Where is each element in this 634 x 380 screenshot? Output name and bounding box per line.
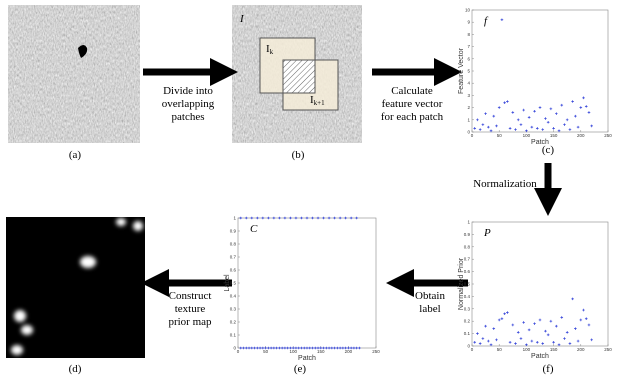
y-tick-label: 0.2 xyxy=(464,319,471,324)
x-tick-label: 150 xyxy=(317,349,325,354)
caption: (a) xyxy=(69,149,82,161)
y-tick-label: 0.4 xyxy=(230,294,237,299)
y-tick-label: 8 xyxy=(467,32,470,37)
caption: (e) xyxy=(294,363,307,375)
x-tick-label: 150 xyxy=(550,133,558,138)
y-tick-label: 2 xyxy=(467,105,470,110)
y-tick-label: 1 xyxy=(467,220,470,225)
x-axis-label: Patch xyxy=(298,355,316,362)
x-tick-label: 250 xyxy=(372,349,380,354)
arrow-label: Construct xyxy=(169,290,212,302)
x-tick-label: 50 xyxy=(263,349,269,354)
arrow-label: overlapping xyxy=(162,98,215,110)
caption: (b) xyxy=(292,149,305,161)
x-tick-label: 100 xyxy=(523,347,531,352)
caption: (f) xyxy=(543,363,554,375)
arrow-label: patches xyxy=(172,111,205,123)
patch-label-sub: k+1 xyxy=(314,99,325,107)
x-tick-label: 250 xyxy=(604,133,612,138)
y-tick-label: 1 xyxy=(467,117,470,122)
y-tick-label: 3 xyxy=(467,93,470,98)
y-tick-label: 0.6 xyxy=(230,268,237,273)
y-tick-label: 0.9 xyxy=(230,229,237,234)
plot-label: P xyxy=(483,227,491,239)
figure: (a) I Ik Ik+1 (b) (d) Divide intooverlap… xyxy=(0,0,634,380)
y-tick-label: 0.1 xyxy=(464,331,471,336)
x-tick-label: 0 xyxy=(471,133,474,138)
arrow-label: for each patch xyxy=(381,111,444,123)
x-tick-label: 100 xyxy=(523,133,531,138)
plot-label: C xyxy=(250,223,258,235)
x-tick-label: 0 xyxy=(471,347,474,352)
x-tick-label: 50 xyxy=(497,347,503,352)
y-tick-label: 0.2 xyxy=(230,320,237,325)
arrow-label: texture xyxy=(175,303,206,315)
plot-frame xyxy=(472,10,608,132)
caption: (c) xyxy=(542,144,555,156)
y-tick-label: 0.8 xyxy=(464,244,471,249)
y-tick-label: 0.1 xyxy=(230,333,237,338)
x-tick-label: 200 xyxy=(345,349,353,354)
x-tick-label: 200 xyxy=(577,133,585,138)
x-tick-label: 0 xyxy=(237,349,240,354)
arrow-label: prior map xyxy=(168,316,212,328)
x-tick-label: 250 xyxy=(604,347,612,352)
arrow-label: Obtain xyxy=(415,290,445,302)
y-tick-label: 6 xyxy=(467,56,470,61)
y-tick-label: 9 xyxy=(467,20,470,25)
y-tick-label: 1 xyxy=(233,216,236,221)
y-tick-label: 10 xyxy=(465,8,471,13)
y-tick-label: 7 xyxy=(467,44,470,49)
x-tick-label: 200 xyxy=(577,347,585,352)
arrow-label: feature vector xyxy=(382,98,443,110)
arrow-label: Divide into xyxy=(163,85,213,97)
y-tick-label: 0.8 xyxy=(230,242,237,247)
y-tick-label: 0.7 xyxy=(230,255,237,260)
y-tick-label: 0.9 xyxy=(464,232,471,237)
arrow-label: Normalization xyxy=(473,178,537,190)
x-tick-label: 50 xyxy=(497,133,503,138)
x-tick-label: 150 xyxy=(550,347,558,352)
x-axis-label: Patch xyxy=(531,353,549,360)
y-axis-label: Normalized Prior xyxy=(458,257,465,310)
x-tick-label: 100 xyxy=(289,349,297,354)
y-tick-label: 0.3 xyxy=(230,307,237,312)
y-axis-label: Label xyxy=(224,274,231,292)
texture-image xyxy=(8,5,140,143)
plot-frame xyxy=(238,218,376,348)
overlap xyxy=(283,60,315,93)
y-tick-label: 4 xyxy=(467,81,470,86)
patch-label-sub: k xyxy=(270,48,274,56)
caption: (d) xyxy=(69,363,82,375)
arrow-label: Calculate xyxy=(391,85,433,97)
prior-map xyxy=(6,217,145,358)
y-axis-label: Feature Vector xyxy=(458,47,465,94)
arrow-label: label xyxy=(419,303,440,315)
plot-frame xyxy=(472,222,608,346)
y-tick-label: 5 xyxy=(467,69,470,74)
